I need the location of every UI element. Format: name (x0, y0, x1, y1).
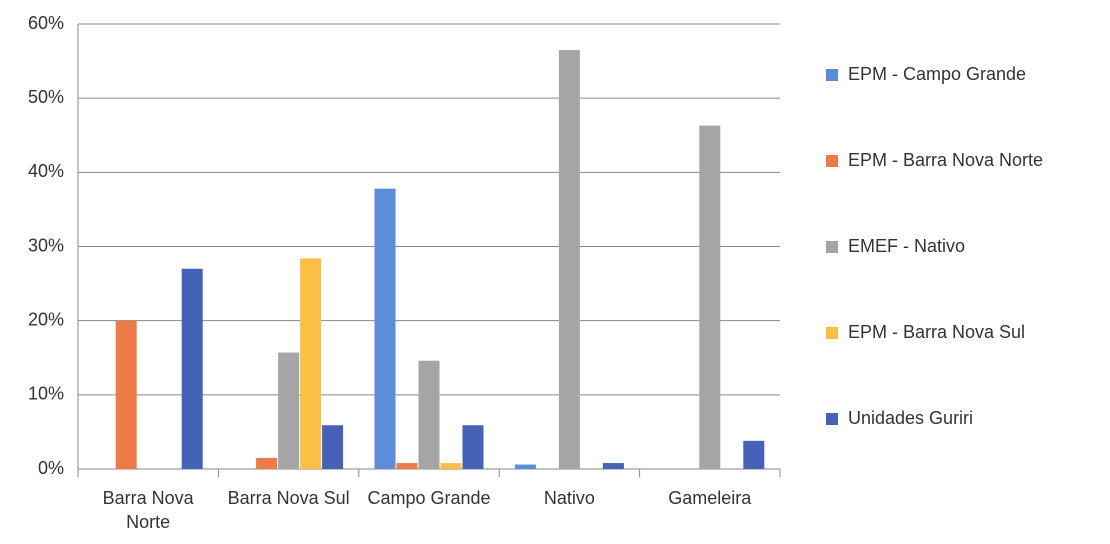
bar (396, 463, 418, 469)
legend-label: EPM - Barra Nova Sul (848, 322, 1025, 342)
y-tick-label: 60% (28, 13, 64, 33)
bar (374, 188, 396, 469)
bar (181, 268, 203, 469)
x-tick-label: Gameleira (668, 488, 752, 508)
legend-swatch (826, 413, 838, 425)
bar (602, 463, 624, 469)
y-tick-label: 30% (28, 235, 64, 255)
bar (440, 463, 462, 469)
bar (514, 464, 536, 469)
bar (322, 425, 344, 469)
y-tick-label: 40% (28, 161, 64, 181)
y-tick-label: 20% (28, 309, 64, 329)
bar (418, 360, 440, 469)
y-tick-label: 50% (28, 87, 64, 107)
legend-swatch (826, 241, 838, 253)
legend-label: Unidades Guriri (848, 408, 973, 428)
bar (278, 352, 300, 469)
bar (699, 125, 721, 469)
legend-swatch (826, 327, 838, 339)
bar (743, 440, 765, 469)
legend-label: EPM - Barra Nova Norte (848, 150, 1043, 170)
x-tick-label: Nativo (543, 488, 595, 508)
legend-label: EPM - Campo Grande (848, 64, 1026, 84)
legend-swatch (826, 69, 838, 81)
bar (115, 320, 137, 469)
legend-swatch (826, 155, 838, 167)
y-tick-label: 0% (38, 458, 64, 478)
x-tick-label: Barra Nova Sul (227, 488, 350, 508)
bar (558, 49, 580, 469)
y-tick-label: 10% (28, 384, 64, 404)
x-tick-label: Barra Nova Norte (102, 488, 194, 532)
bar (256, 457, 278, 469)
x-tick-label: Campo Grande (367, 488, 491, 508)
bar (300, 258, 322, 469)
bar (462, 425, 484, 469)
legend-label: EMEF - Nativo (848, 236, 965, 256)
